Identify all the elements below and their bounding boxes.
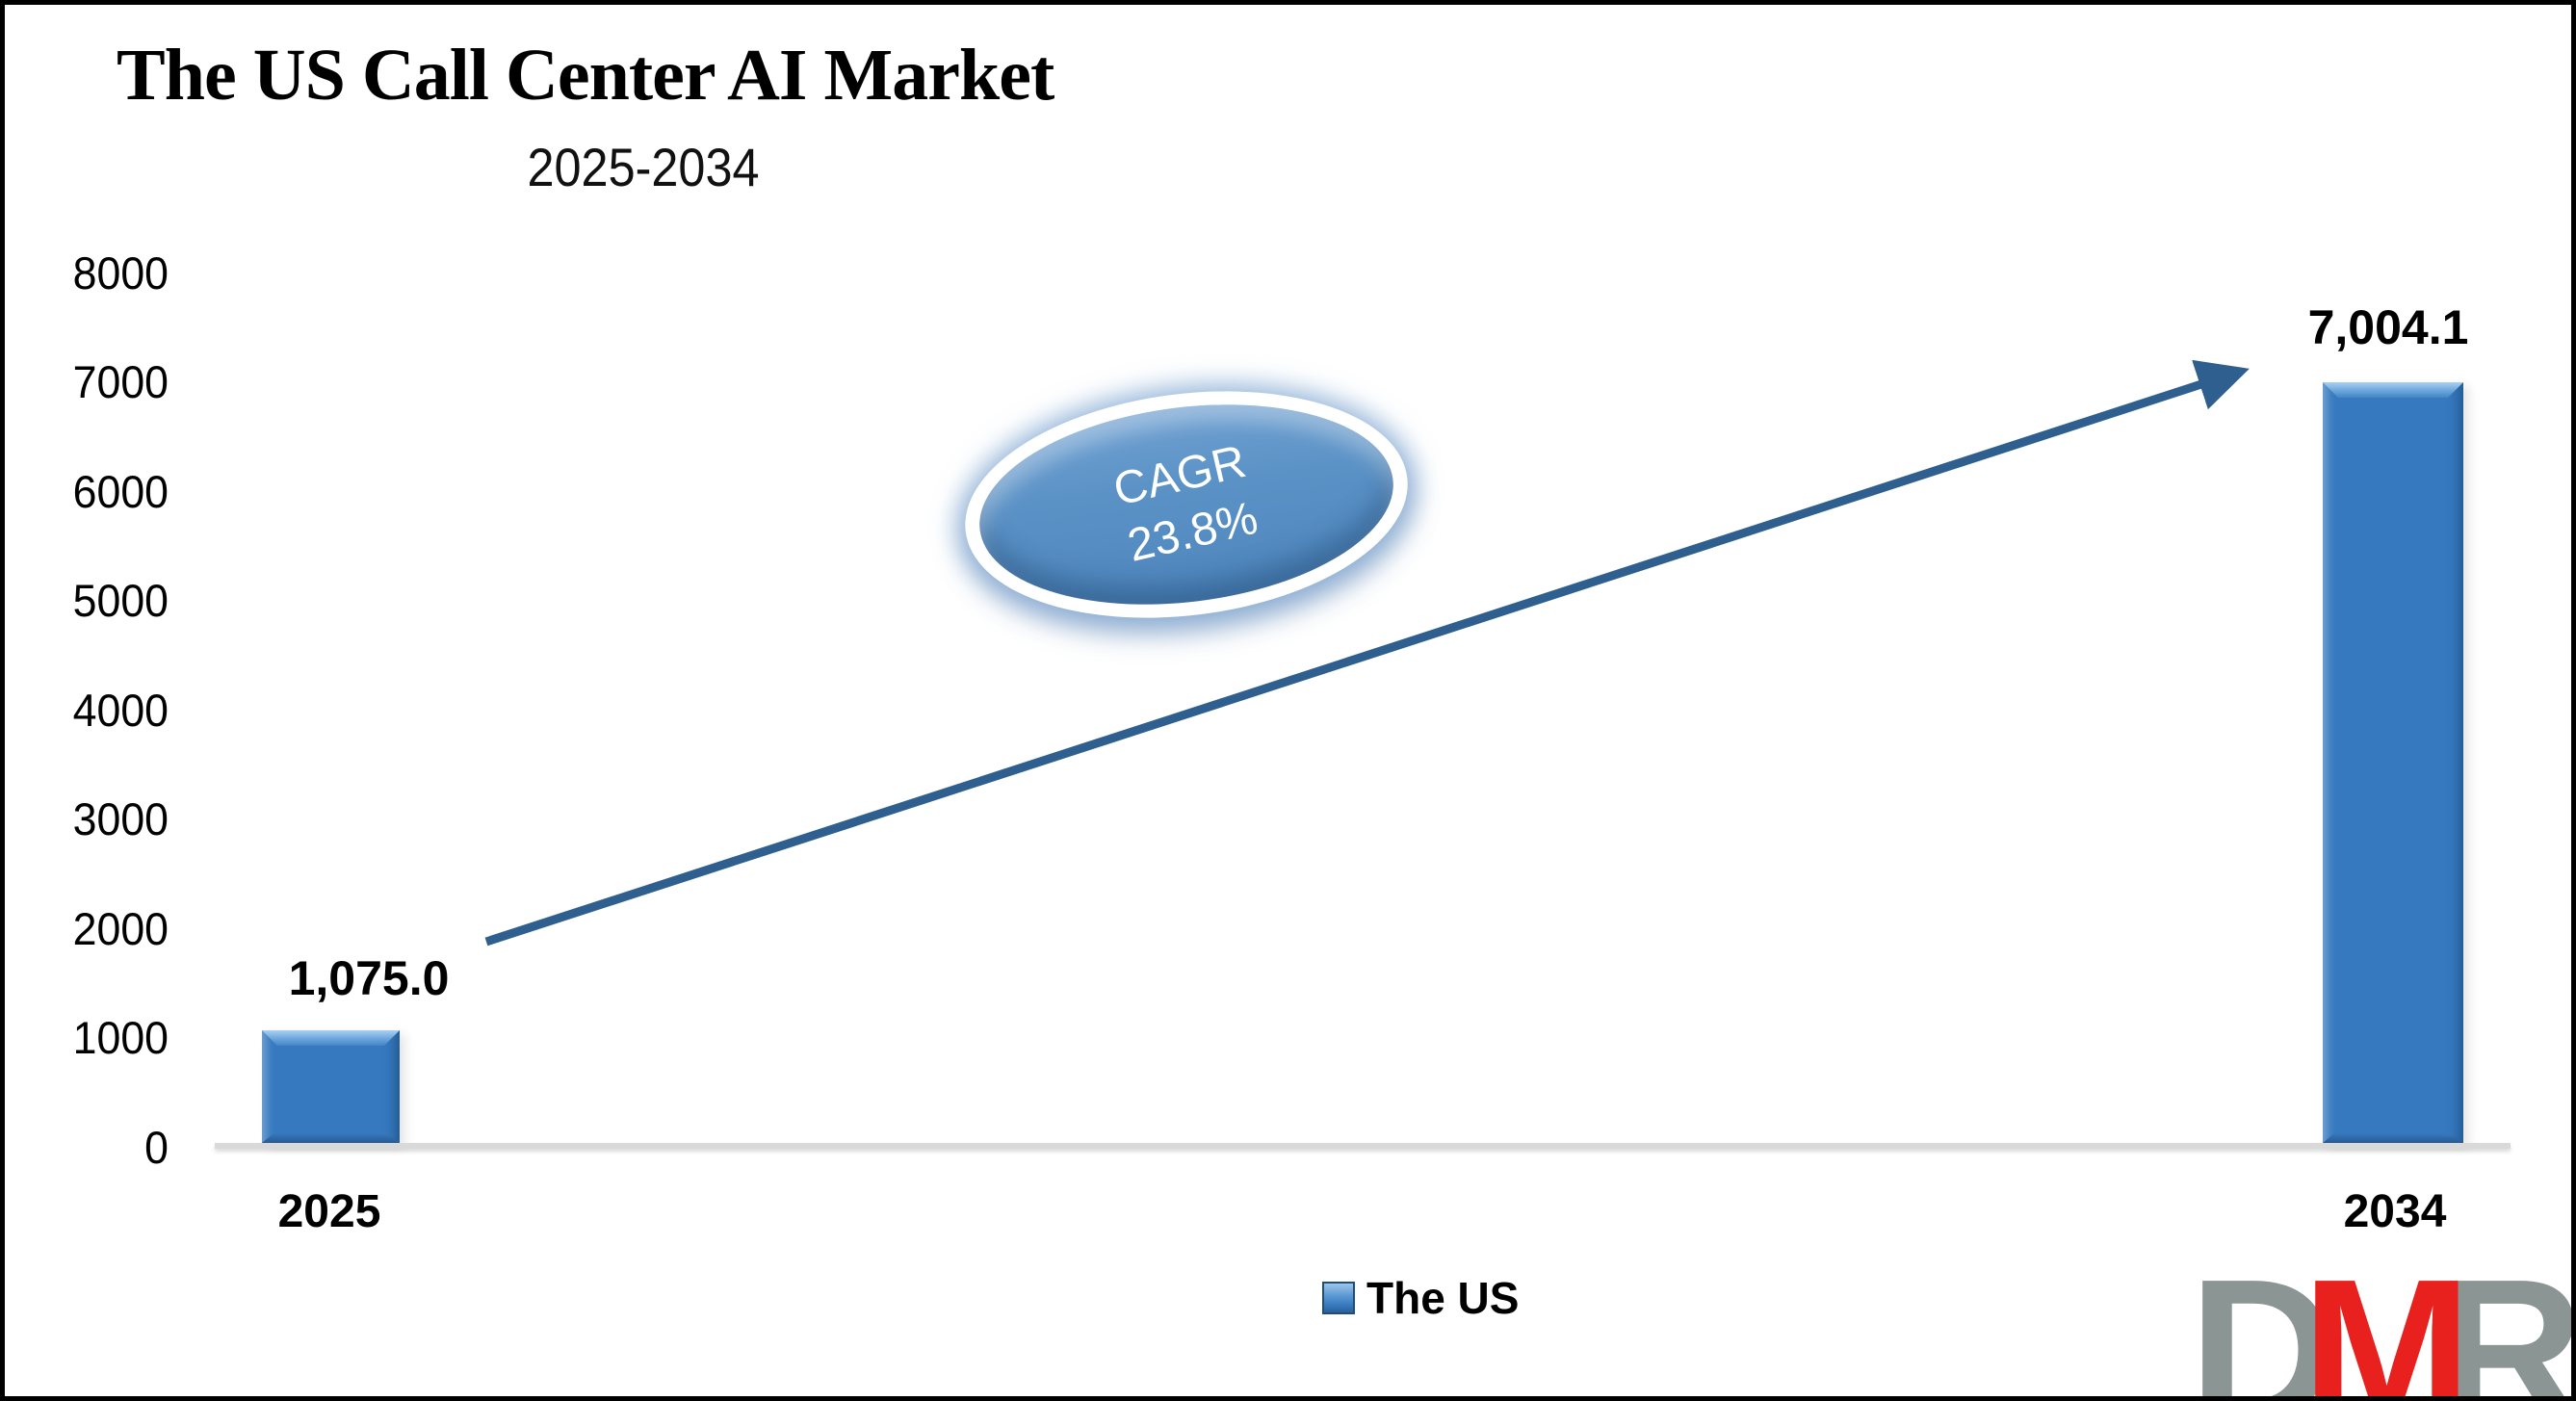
- y-axis-tick-8000: 8000: [72, 247, 169, 298]
- cagr-callout: CAGR 23.8%: [951, 367, 1421, 642]
- x-axis-label-2025: 2025: [277, 1186, 381, 1237]
- bar-2025: [262, 1030, 400, 1143]
- logo-letter-d: D: [2189, 1257, 2336, 1401]
- dmr-logo: DMR: [2189, 1257, 2571, 1401]
- x-axis-line: [215, 1143, 2511, 1149]
- data-label-2025: 1,075.0: [288, 951, 450, 1005]
- y-axis-tick-2000: 2000: [72, 903, 169, 954]
- cagr-callout-text: CAGR 23.8%: [945, 347, 1428, 662]
- legend-label: The US: [1366, 1273, 1520, 1323]
- legend-marker-icon: [1322, 1282, 1355, 1314]
- logo-letter-r: R: [2436, 1257, 2571, 1401]
- y-axis-tick-4000: 4000: [72, 685, 169, 736]
- bar-2034: [2323, 382, 2463, 1143]
- chart-subtitle: 2025-2034: [527, 137, 760, 197]
- y-axis-tick-5000: 5000: [72, 575, 169, 626]
- data-label-2034: 7,004.1: [2307, 300, 2469, 354]
- y-axis-tick-0: 0: [144, 1122, 169, 1173]
- y-axis-tick-6000: 6000: [72, 466, 169, 517]
- chart-title: The US Call Center AI Market: [117, 35, 1054, 116]
- logo-letter-m: M: [2302, 1257, 2471, 1401]
- y-axis-tick-3000: 3000: [72, 793, 169, 844]
- y-axis-tick-7000: 7000: [72, 356, 169, 407]
- x-axis-label-2034: 2034: [2343, 1186, 2447, 1237]
- y-axis-tick-1000: 1000: [72, 1012, 169, 1063]
- legend: The US: [1322, 1273, 1520, 1323]
